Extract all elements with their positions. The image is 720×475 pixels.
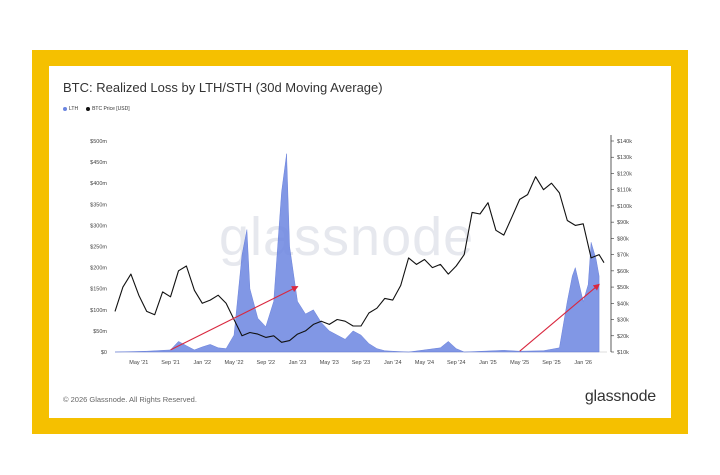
legend-label-lth: LTH: [69, 106, 79, 112]
y-right-tick-label: $120k: [617, 171, 632, 177]
x-tick-label: May '22: [224, 360, 243, 366]
y-right-tick-label: $90k: [617, 220, 629, 226]
x-tick-label: May '21: [129, 360, 148, 366]
y-right-tick-label: $110k: [617, 188, 632, 194]
y-left-tick-label: $450m: [90, 160, 107, 166]
lth-area: [114, 153, 600, 353]
brand-logo-text: glassnode: [584, 388, 656, 405]
legend-label-btc-price: BTC Price [USD]: [92, 106, 130, 112]
trend-arrow-2: [519, 283, 600, 352]
y-left-tick-label: $500m: [90, 139, 107, 145]
x-tick-label: Sep '25: [542, 360, 560, 366]
legend-item-btc-price: BTC Price [USD]: [86, 106, 130, 112]
btc-price-line: [114, 176, 605, 343]
copyright-footer: © 2026 Glassnode. All Rights Reserved.: [63, 395, 197, 404]
y-right-tick-label: $130k: [617, 155, 632, 161]
legend: LTH BTC Price [USD]: [63, 106, 130, 112]
y-right-tick-label: $40k: [617, 301, 629, 307]
y-right-tick-label: $70k: [617, 253, 629, 259]
y-right-tick-label: $50k: [617, 285, 629, 291]
x-tick-label: Jan '26: [574, 360, 592, 366]
y-left-tick-label: $50m: [93, 329, 107, 335]
x-tick-label: Sep '23: [352, 360, 370, 366]
legend-swatch-btc-price: [86, 107, 91, 111]
y-right-tick-label: $10k: [617, 350, 629, 356]
trend-arrow-1: [170, 286, 299, 351]
y-left-tick-label: $100m: [90, 308, 107, 314]
y-right-tick-label: $60k: [617, 269, 629, 275]
y-left-tick-label: $150m: [90, 287, 107, 293]
y-left-tick-label: $200m: [90, 266, 107, 272]
chart-title: BTC: Realized Loss by LTH/STH (30d Movin…: [63, 80, 383, 95]
x-tick-label: Sep '21: [161, 360, 179, 366]
x-tick-label: May '24: [415, 360, 434, 366]
x-tick-label: Jan '22: [194, 360, 212, 366]
y-right-tick-label: $100k: [617, 204, 632, 210]
y-right-tick-label: $80k: [617, 236, 629, 242]
y-right-tick-label: $30k: [617, 318, 629, 324]
x-tick-label: Sep '24: [447, 360, 465, 366]
y-right-tick-label: $20k: [617, 334, 629, 340]
x-tick-label: Jan '24: [384, 360, 402, 366]
y-left-tick-label: $300m: [90, 223, 107, 229]
chart-card: BTC: Realized Loss by LTH/STH (30d Movin…: [49, 66, 671, 418]
x-tick-label: May '23: [320, 360, 339, 366]
x-tick-label: Jan '23: [289, 360, 307, 366]
legend-item-lth: LTH: [63, 106, 78, 112]
x-tick-label: Jan '25: [479, 360, 497, 366]
x-tick-label: May '25: [510, 360, 529, 366]
x-tick-label: Sep '22: [257, 360, 275, 366]
chart-svg: $0 $50m $100m $150m $200m $250m $300m $350m $400…: [90, 135, 632, 366]
legend-swatch-lth: [63, 107, 67, 111]
y-left-tick-label: $350m: [90, 202, 107, 208]
y-left-tick-label: $0: [101, 350, 107, 356]
y-right-tick-label: $140k: [617, 139, 632, 145]
y-left-tick-label: $250m: [90, 245, 107, 251]
y-left-tick-label: $400m: [90, 181, 107, 187]
